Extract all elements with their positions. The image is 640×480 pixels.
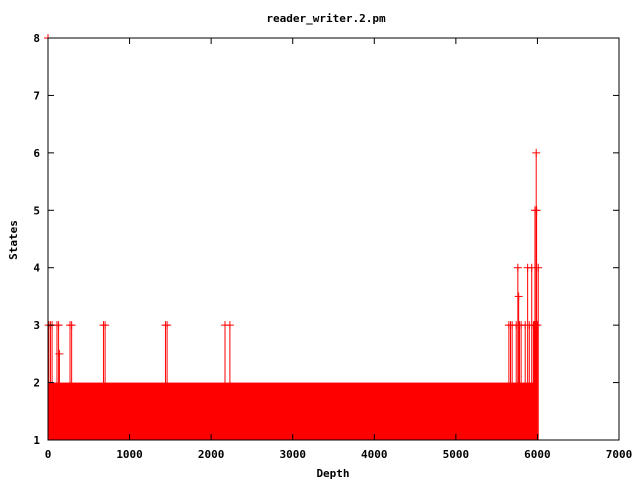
x-tick-label: 3000 [279, 448, 306, 461]
x-tick-label: 1000 [116, 448, 143, 461]
x-tick-label: 7000 [606, 448, 633, 461]
y-tick-label: 4 [33, 262, 40, 275]
data-point [534, 263, 543, 272]
x-tick-label: 6000 [524, 448, 551, 461]
axes: 0 1000 2000 3000 4000 5000 6000 7000 1 2 3 4 5 6 7 8 [33, 32, 632, 461]
data-point [513, 263, 522, 272]
data-point [163, 321, 172, 330]
y-tick-label: 3 [33, 319, 40, 332]
data-point [55, 349, 64, 358]
y-axis-label: States [7, 220, 20, 260]
data-point [514, 292, 523, 301]
data-point [54, 321, 63, 330]
data-point [533, 321, 542, 330]
data-point [532, 206, 541, 215]
chart-title: reader_writer.2.pm [266, 12, 386, 25]
data-point [67, 321, 76, 330]
x-tick-label: 5000 [443, 448, 470, 461]
plot-frame [47, 37, 620, 441]
plot-area [44, 34, 543, 440]
data-point [532, 148, 541, 157]
x-tick-label: 4000 [361, 448, 388, 461]
y-tick-label: 8 [33, 32, 40, 45]
x-axis-label: Depth [316, 467, 349, 480]
y-tick-label: 7 [33, 89, 40, 102]
y-tick-label: 2 [33, 377, 40, 390]
x-tick-label: 0 [45, 448, 52, 461]
data-point [225, 321, 234, 330]
y-tick-label: 1 [33, 434, 40, 447]
y-tick-label: 6 [33, 147, 40, 160]
data-band [48, 382, 538, 440]
y-tick-label: 5 [33, 204, 40, 217]
data-point [101, 321, 110, 330]
x-tick-label: 2000 [198, 448, 225, 461]
